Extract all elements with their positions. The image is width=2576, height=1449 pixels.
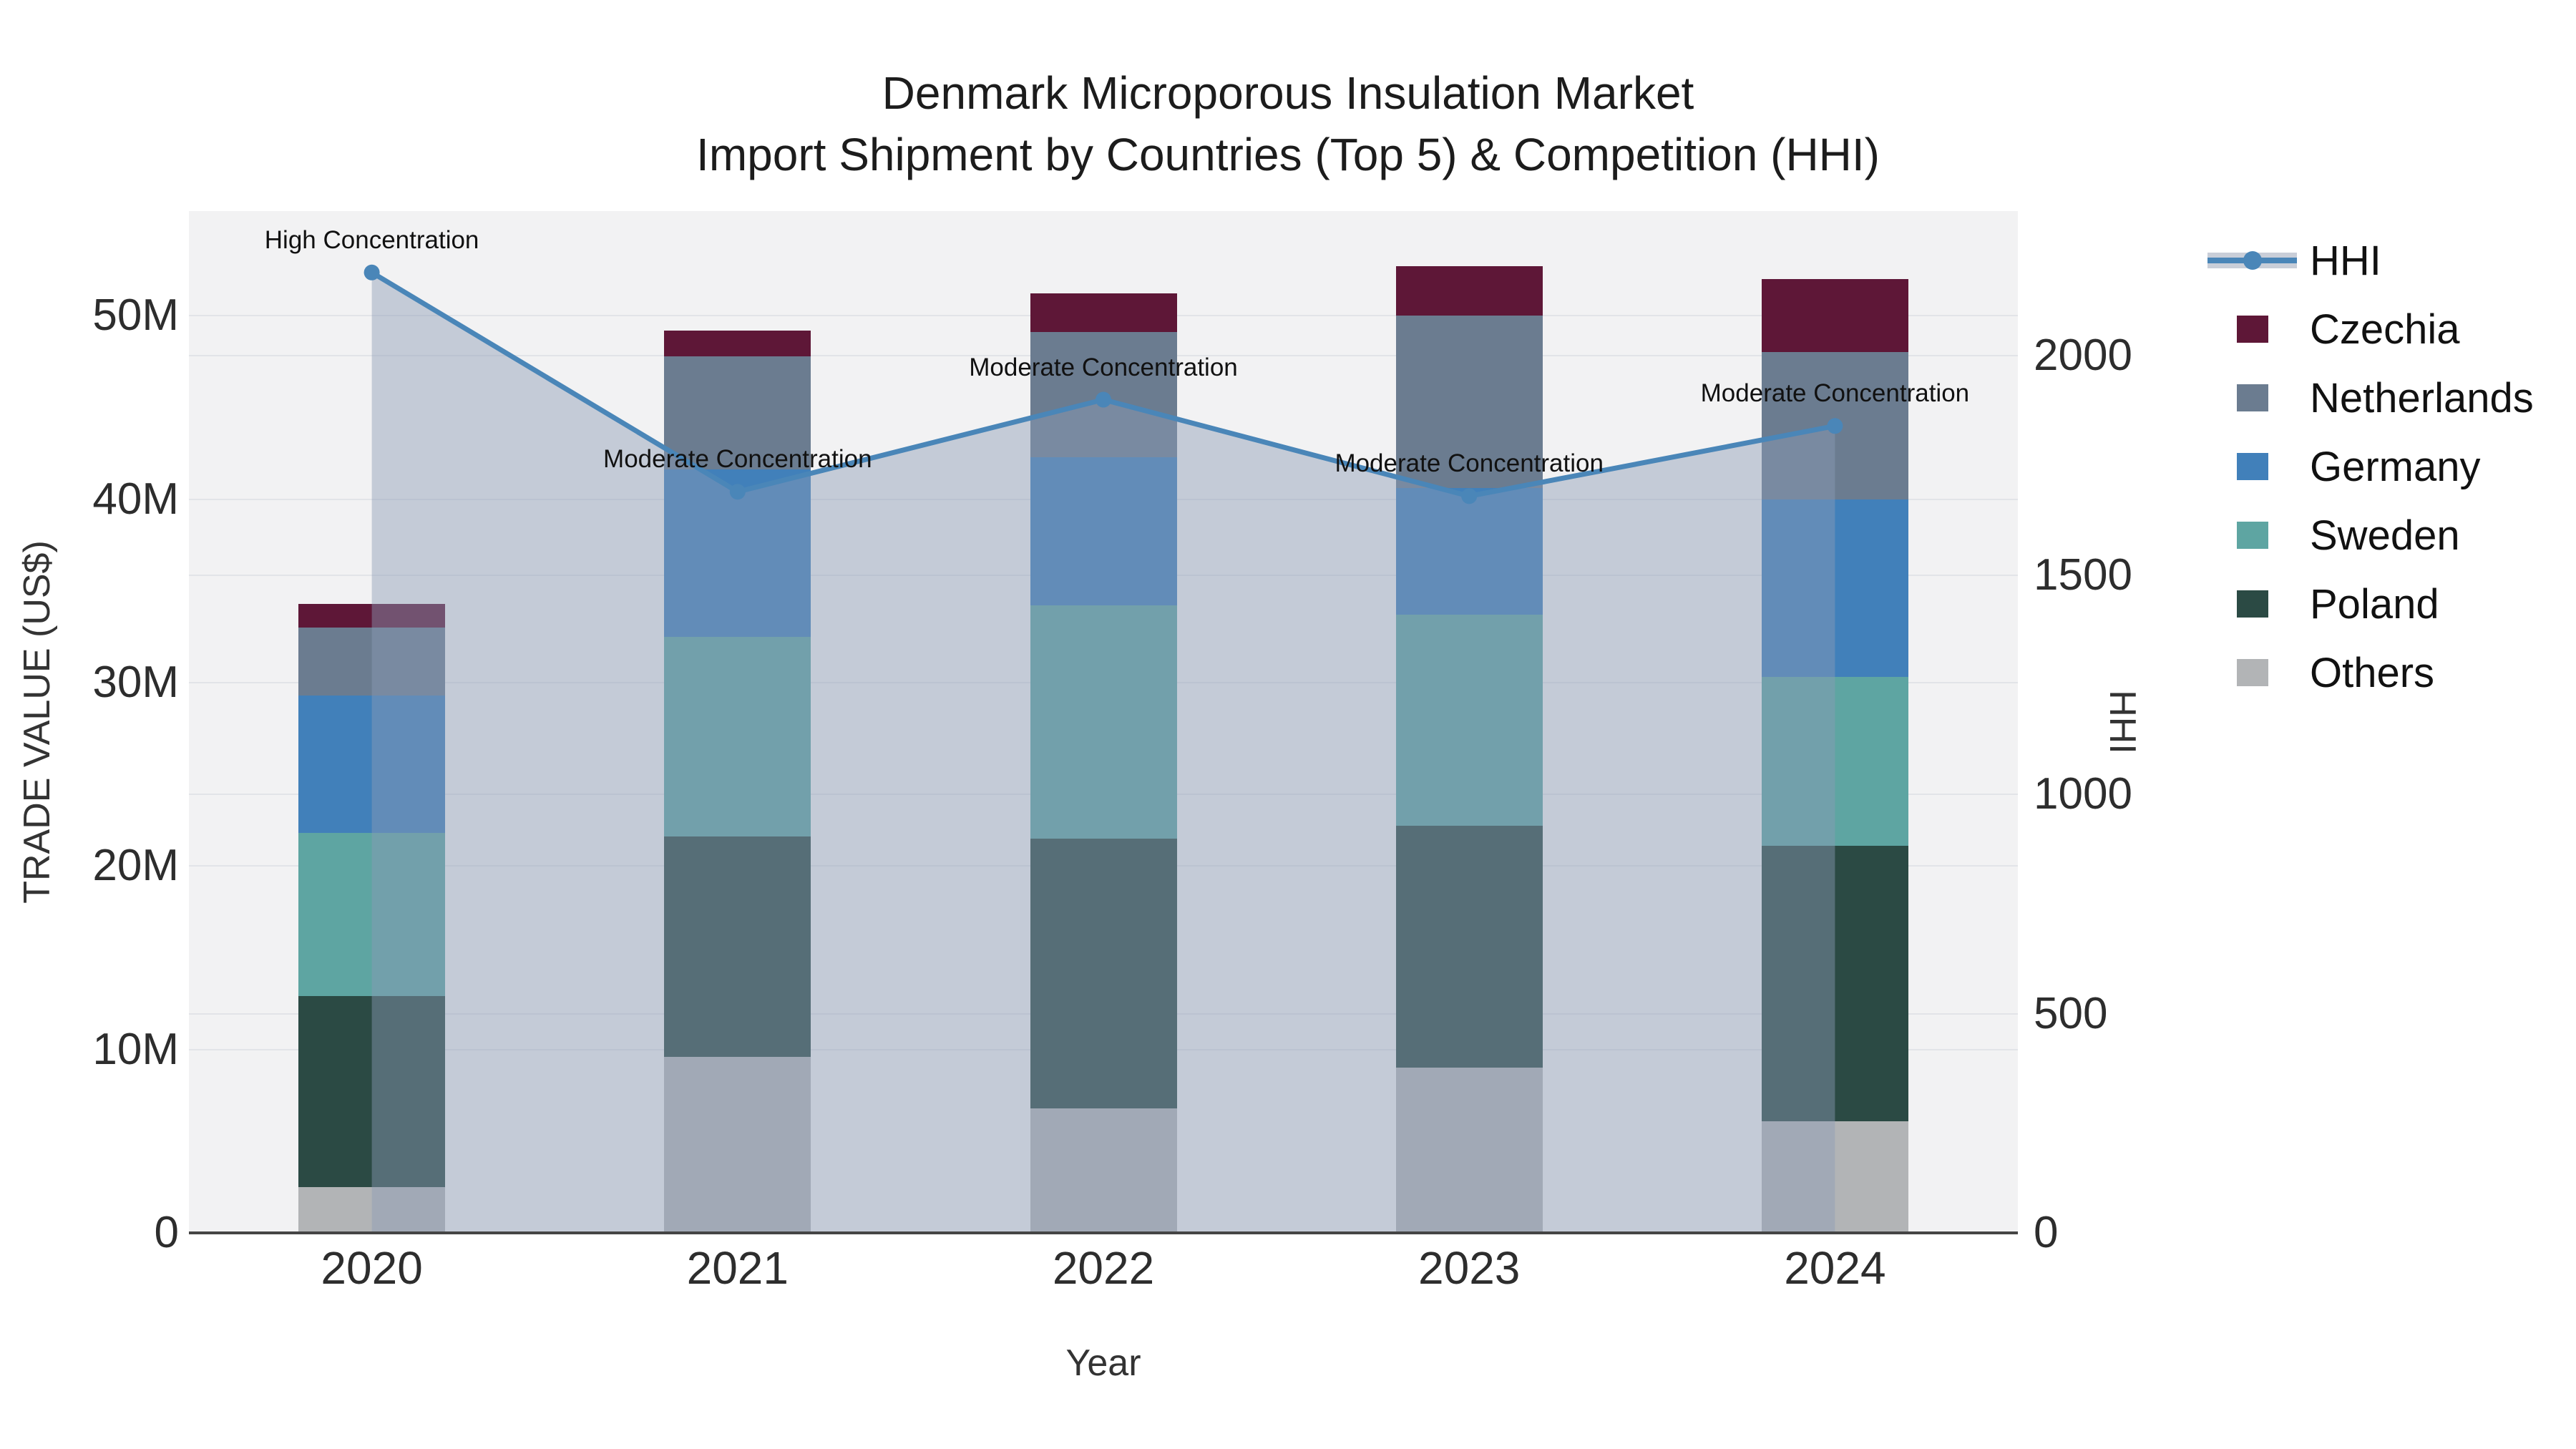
legend-swatch-poland [2236, 590, 2268, 618]
legend-label-germany: Germany [2310, 443, 2481, 490]
annotations-layer: High Concentration Moderate Concentration… [189, 211, 2018, 1233]
legend-item-netherlands[interactable]: Netherlands [2207, 364, 2534, 432]
bar-segment-2021-poland[interactable] [664, 836, 811, 1057]
legend-label-others: Others [2310, 649, 2435, 696]
y-right-tick-0: 0 [2034, 1208, 2059, 1257]
legend-icon-cell [2207, 384, 2297, 411]
legend-label-poland: Poland [2310, 580, 2439, 628]
plot-area: High Concentration Moderate Concentration… [189, 211, 2018, 1234]
y-right-tick-1500: 1500 [2034, 550, 2132, 600]
legend-swatch-czechia [2236, 316, 2268, 343]
y-left-tick-30M: 30M [92, 657, 179, 707]
legend-label-sweden: Sweden [2310, 512, 2460, 559]
legend-label-netherlands: Netherlands [2310, 374, 2534, 421]
bar-segment-2020-poland[interactable] [298, 996, 446, 1187]
legend-label-czechia: Czechia [2310, 306, 2460, 353]
annotation-2023: Moderate Concentration [1335, 449, 1604, 478]
chart-title-line2: Import Shipment by Countries (Top 5) & C… [696, 129, 1880, 180]
legend-icon-cell [2207, 453, 2297, 480]
bar-segment-2020-netherlands[interactable] [298, 627, 446, 696]
hhi-marker-2021[interactable] [729, 484, 746, 500]
bar-segment-2024-czechia[interactable] [1761, 278, 1908, 353]
x-tick-2023: 2023 [1418, 1242, 1521, 1294]
y-left-tick-20M: 20M [92, 841, 179, 891]
legend-item-germany[interactable]: Germany [2207, 432, 2534, 501]
y-right-tick-2000: 2000 [2034, 331, 2132, 381]
legend-item-czechia[interactable]: Czechia [2207, 295, 2534, 364]
chart-title-line1: Denmark Microporous Insulation Market [882, 67, 1694, 119]
bar-segment-2021-sweden[interactable] [664, 636, 811, 837]
hhi-legend-icon [2207, 251, 2297, 270]
legend-swatch-netherlands [2236, 384, 2268, 411]
bar-segment-2023-germany[interactable] [1395, 488, 1543, 615]
y-right-axis-title: HHI [2102, 690, 2143, 754]
y-right-tick-1000: 1000 [2034, 769, 2132, 819]
legend-item-others[interactable]: Others [2207, 638, 2534, 707]
legend-icon-cell [2207, 316, 2297, 343]
annotation-2020: High Concentration [264, 225, 479, 254]
legend-icon-cell [2207, 522, 2297, 549]
annotation-2021: Moderate Concentration [603, 445, 872, 474]
x-axis-line [189, 1231, 2018, 1234]
legend-icon-cell [2207, 251, 2297, 270]
bar-segment-2021-others[interactable] [664, 1056, 811, 1233]
y-left-tick-10M: 10M [92, 1024, 179, 1074]
x-axis-title: Year [1065, 1342, 1141, 1384]
legend-icon-cell [2207, 590, 2297, 618]
hhi-legend-dot [2243, 251, 2262, 270]
hhi-line-layer [364, 264, 1843, 1233]
legend-icon-cell [2207, 659, 2297, 686]
y-left-tick-40M: 40M [92, 474, 179, 524]
legend-item-sweden[interactable]: Sweden [2207, 501, 2534, 570]
bar-segment-2024-germany[interactable] [1761, 499, 1908, 678]
legend-label-hhi: HHI [2310, 237, 2381, 284]
legend-item-hhi[interactable]: HHI [2207, 226, 2534, 295]
bar-segment-2022-czechia[interactable] [1030, 293, 1177, 333]
x-tick-2021: 2021 [686, 1242, 789, 1294]
x-tick-2020: 2020 [321, 1242, 423, 1294]
y-left-axis-title: TRADE VALUE (US$) [16, 540, 58, 904]
x-tick-2024: 2024 [1784, 1242, 1886, 1294]
hhi-marker-2024[interactable] [1827, 418, 1843, 434]
bar-segment-2021-czechia[interactable] [664, 330, 811, 356]
x-tick-2022: 2022 [1052, 1242, 1155, 1294]
bar-segment-2023-netherlands[interactable] [1395, 316, 1543, 489]
annotation-2024: Moderate Concentration [1700, 379, 1970, 408]
bar-segment-2023-sweden[interactable] [1395, 615, 1543, 826]
legend-swatch-germany [2236, 453, 2268, 480]
legend-swatch-sweden [2236, 522, 2268, 549]
y-left-tick-0: 0 [154, 1208, 179, 1257]
hhi-marker-2020[interactable] [364, 264, 380, 280]
y-left-tick-50M: 50M [92, 291, 179, 341]
bar-segment-2023-czechia[interactable] [1395, 265, 1543, 316]
bar-segment-2023-poland[interactable] [1395, 825, 1543, 1068]
bar-segment-2024-poland[interactable] [1761, 846, 1908, 1121]
bar-segment-2021-netherlands[interactable] [664, 356, 811, 470]
hhi-area-fill [371, 272, 1835, 1233]
legend-item-poland[interactable]: Poland [2207, 570, 2534, 638]
bar-segment-2022-poland[interactable] [1030, 838, 1177, 1108]
hhi-marker-2023[interactable] [1461, 488, 1478, 504]
bar-segment-2024-sweden[interactable] [1761, 677, 1908, 847]
bar-segment-2024-others[interactable] [1761, 1121, 1908, 1233]
annotation-2022: Moderate Concentration [969, 353, 1238, 381]
bar-segment-2022-sweden[interactable] [1030, 605, 1177, 839]
bar-segment-2020-germany[interactable] [298, 695, 446, 834]
y-right-tick-500: 500 [2034, 988, 2108, 1038]
bar-segment-2020-others[interactable] [298, 1186, 446, 1233]
bar-segment-2023-others[interactable] [1395, 1068, 1543, 1233]
bar-segment-2020-sweden[interactable] [298, 833, 446, 997]
legend-swatch-others [2236, 659, 2268, 686]
bars-layer [189, 211, 2018, 1233]
bar-segment-2022-others[interactable] [1030, 1108, 1177, 1233]
bar-segment-2022-germany[interactable] [1030, 457, 1177, 606]
legend: HHI Czechia Netherlands Germany Sweden Poland… [2207, 226, 2534, 707]
hhi-marker-2022[interactable] [1096, 391, 1111, 408]
bar-segment-2020-czechia[interactable] [298, 603, 446, 628]
